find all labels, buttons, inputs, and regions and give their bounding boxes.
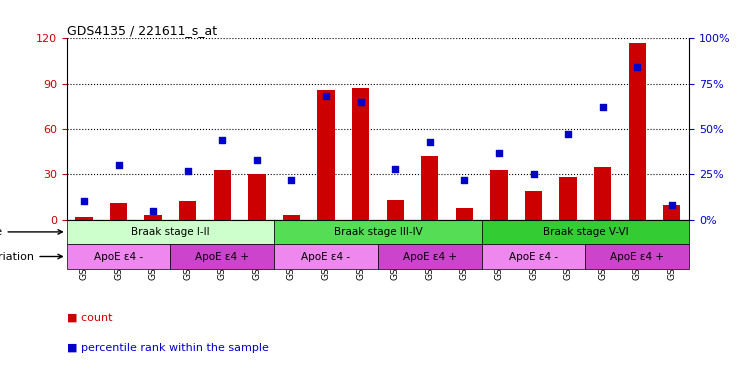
Bar [317,90,335,220]
Point [355,99,367,105]
Point [182,167,193,174]
Text: ApoE ε4 -: ApoE ε4 - [94,252,143,262]
Text: ApoE ε4 +: ApoE ε4 + [403,252,456,262]
Point [389,166,401,172]
Text: GDS4135 / 221611_s_at: GDS4135 / 221611_s_at [67,24,217,37]
Text: ApoE ε4 +: ApoE ε4 + [196,252,249,262]
Text: disease state: disease state [0,227,62,237]
Point [666,202,678,208]
Point [320,93,332,99]
Bar [421,156,439,220]
Bar [283,215,300,220]
Point [78,199,90,205]
Text: genotype/variation: genotype/variation [0,252,62,262]
Bar [213,170,231,220]
Bar [482,244,585,269]
Bar [248,174,265,220]
Point [493,149,505,156]
Bar [179,202,196,220]
Bar [378,244,482,269]
Bar [594,167,611,220]
Point [562,131,574,137]
Point [597,104,608,110]
Bar [274,220,482,244]
Text: Braak stage I-II: Braak stage I-II [131,227,210,237]
Bar [170,244,274,269]
Text: ApoE ε4 -: ApoE ε4 - [302,252,350,262]
Bar [144,215,162,220]
Text: ■ count: ■ count [67,313,112,323]
Text: ■ percentile rank within the sample: ■ percentile rank within the sample [67,343,268,353]
Point [424,139,436,145]
Point [113,162,124,168]
Text: ApoE ε4 -: ApoE ε4 - [509,252,558,262]
Bar [352,88,369,220]
Bar [525,191,542,220]
Bar [387,200,404,220]
Text: Braak stage III-IV: Braak stage III-IV [333,227,422,237]
Bar [585,244,689,269]
Text: Braak stage V-VI: Braak stage V-VI [542,227,628,237]
Bar [663,205,680,220]
Bar [274,244,378,269]
Bar [67,244,170,269]
Point [528,171,539,177]
Point [251,157,263,163]
Text: ApoE ε4 +: ApoE ε4 + [611,252,664,262]
Point [216,137,228,143]
Point [285,177,297,183]
Bar [456,207,473,220]
Bar [76,217,93,220]
Bar [482,220,689,244]
Point [147,207,159,214]
Point [631,65,643,71]
Bar [110,203,127,220]
Point [459,177,471,183]
Bar [491,170,508,220]
Bar [67,220,274,244]
Bar [559,177,576,220]
Bar [628,43,646,220]
